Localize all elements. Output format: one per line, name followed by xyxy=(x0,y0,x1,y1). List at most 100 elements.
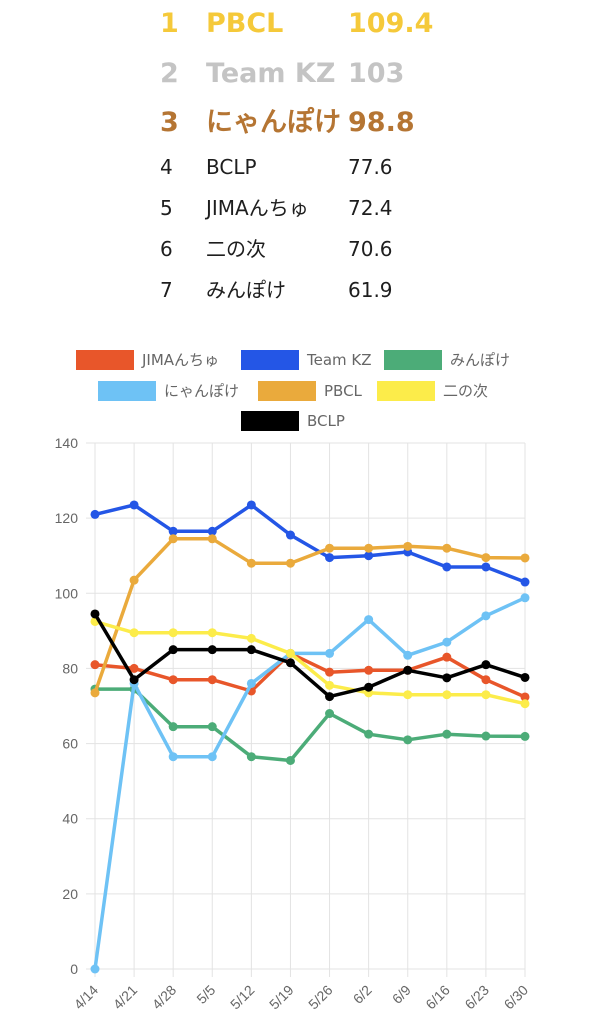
legend-swatch xyxy=(377,381,435,401)
legend-swatch xyxy=(384,350,442,370)
data-point xyxy=(90,964,100,974)
legend-label: みんぽけ xyxy=(450,351,511,369)
data-point xyxy=(520,731,530,741)
legend-label: Team KZ xyxy=(307,351,372,369)
team-name: PBCL xyxy=(206,8,284,39)
ranking-row: 2 Team KZ 103 xyxy=(0,54,591,94)
data-point xyxy=(520,672,530,682)
data-point xyxy=(90,609,100,619)
data-point xyxy=(520,593,530,603)
rank-number: 3 xyxy=(160,107,179,138)
rank-number: 1 xyxy=(160,8,179,39)
data-point xyxy=(325,709,335,719)
data-point xyxy=(325,543,335,553)
data-point xyxy=(325,553,335,563)
data-point xyxy=(129,628,139,638)
rank-number: 5 xyxy=(160,196,173,220)
data-point xyxy=(168,534,178,544)
data-point xyxy=(364,615,374,625)
data-point xyxy=(246,558,256,568)
legend-label: BCLP xyxy=(307,412,345,430)
ranking-row: 4 BCLP 77.6 xyxy=(0,147,591,187)
series-line xyxy=(93,612,527,699)
legend-swatch xyxy=(258,381,316,401)
data-point xyxy=(520,692,530,702)
data-point xyxy=(90,688,100,698)
x-tick-label: 4/21 xyxy=(110,982,141,1013)
team-score: 72.4 xyxy=(348,196,393,220)
data-point xyxy=(207,722,217,732)
team-name: BCLP xyxy=(206,155,257,179)
ranking-row: 6 二の次 70.6 xyxy=(0,229,591,269)
x-tick-label: 4/14 xyxy=(71,982,102,1013)
x-tick-label: 6/30 xyxy=(501,982,532,1013)
data-point xyxy=(168,526,178,536)
data-point xyxy=(481,562,491,572)
data-point xyxy=(481,675,491,685)
x-tick-label: 6/2 xyxy=(350,982,375,1007)
legend-swatch xyxy=(98,381,156,401)
data-point xyxy=(246,633,256,643)
team-score: 98.8 xyxy=(348,107,415,138)
data-point xyxy=(442,673,452,683)
data-point xyxy=(364,551,374,561)
x-tick-label: 6/16 xyxy=(422,982,453,1013)
x-tick-label: 6/9 xyxy=(389,982,414,1007)
rank-number: 2 xyxy=(160,58,179,89)
team-name: JIMAんちゅ xyxy=(206,196,309,220)
data-point xyxy=(520,699,530,709)
legend-label: 二の次 xyxy=(443,382,489,400)
series-line xyxy=(93,503,527,584)
rank-number: 7 xyxy=(160,278,173,302)
team-name: にゃんぽけ xyxy=(206,107,341,138)
data-point xyxy=(442,543,452,553)
team-score: 77.6 xyxy=(348,155,393,179)
data-point xyxy=(285,648,295,658)
data-point xyxy=(325,680,335,690)
data-point xyxy=(129,500,139,510)
data-point xyxy=(90,660,100,670)
data-point xyxy=(442,637,452,647)
x-tick-label: 5/26 xyxy=(305,982,336,1013)
data-point xyxy=(364,682,374,692)
data-point xyxy=(403,650,413,660)
team-score: 70.6 xyxy=(348,237,393,261)
data-point xyxy=(403,735,413,745)
data-point xyxy=(246,500,256,510)
data-point xyxy=(481,690,491,700)
data-point xyxy=(168,722,178,732)
data-point xyxy=(129,675,139,685)
ranking-row: 5 JIMAんちゅ 72.4 xyxy=(0,188,591,228)
legend-label: JIMAんちゅ xyxy=(142,351,220,369)
data-point xyxy=(168,675,178,685)
data-point xyxy=(325,648,335,658)
data-point xyxy=(442,690,452,700)
team-score: 109.4 xyxy=(348,8,434,39)
data-point xyxy=(207,526,217,536)
y-tick-label: 60 xyxy=(62,736,78,752)
data-point xyxy=(246,752,256,762)
data-point xyxy=(442,729,452,739)
data-point xyxy=(285,530,295,540)
legend-swatch xyxy=(241,350,299,370)
team-name: みんぽけ xyxy=(206,278,286,302)
legend-swatch xyxy=(241,411,299,431)
data-point xyxy=(481,553,491,563)
y-tick-label: 120 xyxy=(55,510,79,526)
data-point xyxy=(481,731,491,741)
data-point xyxy=(168,752,178,762)
rank-number: 6 xyxy=(160,237,173,261)
data-point xyxy=(129,575,139,585)
x-tick-label: 5/5 xyxy=(193,982,218,1007)
y-tick-label: 80 xyxy=(62,660,78,676)
data-point xyxy=(364,665,374,675)
data-point xyxy=(364,729,374,739)
data-point xyxy=(285,558,295,568)
y-tick-label: 20 xyxy=(62,886,78,902)
x-tick-label: 6/23 xyxy=(461,982,492,1013)
data-point xyxy=(442,562,452,572)
data-point xyxy=(207,752,217,762)
series-line xyxy=(93,596,527,971)
y-tick-label: 100 xyxy=(55,585,79,601)
